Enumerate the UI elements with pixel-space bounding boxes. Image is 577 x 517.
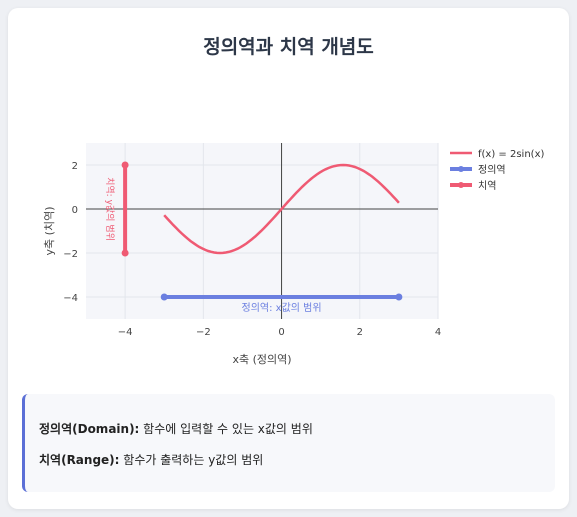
range-point (121, 161, 129, 169)
sine-curve (163, 163, 400, 255)
domain-point (395, 293, 403, 301)
x-tick-label: 4 (435, 327, 441, 338)
x-tick-label: 2 (357, 327, 363, 338)
range-term: 치역(Range): (39, 453, 120, 467)
range-annotation: 치역: y값의 범위 (104, 177, 116, 241)
domain-point (160, 293, 168, 301)
domain-text: 함수에 입력할 수 있는 x값의 범위 (139, 422, 313, 436)
info-box: 정의역(Domain): 함수에 입력할 수 있는 x값의 범위 치역(Rang… (22, 394, 555, 492)
range-text: 함수가 출력하는 y값의 범위 (119, 453, 264, 467)
legend-marker (458, 166, 464, 172)
legend-label: f(x) = 2sin(x) (478, 149, 544, 160)
x-tick-label: −2 (196, 327, 211, 338)
content-card: 정의역과 치역 개념도 −4 −2 0 2 4 −4 −2 0 2 x축 (정의역) y축 (치역)… (8, 8, 569, 509)
y-tick-label: −2 (63, 249, 78, 260)
chart: −4 −2 0 2 4 −4 −2 0 2 x축 (정의역) y축 (치역) 정의역: x값의 범위 치… (43, 143, 544, 366)
range-definition: 치역(Range): 함수가 출력하는 y값의 범위 (39, 451, 555, 468)
y-tick-label: −4 (63, 293, 78, 304)
x-tick-label: 0 (278, 327, 284, 338)
y-tick-label: 0 (72, 205, 78, 216)
domain-annotation: 정의역: x값의 범위 (242, 301, 322, 314)
page-title: 정의역과 치역 개념도 (203, 36, 374, 58)
x-tick-label: −4 (118, 327, 133, 338)
range-point (121, 249, 129, 257)
y-tick-label: 2 (72, 161, 78, 172)
domain-term: 정의역(Domain): (39, 422, 140, 436)
domain-definition: 정의역(Domain): 함수에 입력할 수 있는 x값의 범위 (39, 420, 555, 437)
x-axis-title: x축 (정의역) (232, 353, 291, 366)
legend-marker (458, 182, 464, 188)
y-axis-title: y축 (치역) (43, 207, 56, 256)
legend-label: 정의역 (478, 164, 506, 176)
legend-label: 치역 (478, 180, 496, 192)
